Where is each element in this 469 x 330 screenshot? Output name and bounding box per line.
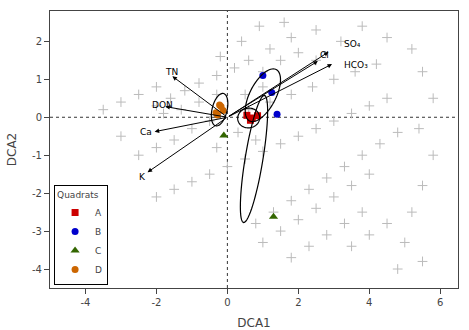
svg-text:DON: DON — [152, 100, 173, 110]
svg-text:SO₄: SO₄ — [344, 39, 361, 49]
svg-text:-2: -2 — [151, 297, 161, 308]
svg-text:A: A — [95, 208, 102, 218]
svg-text:-2: -2 — [32, 188, 42, 199]
svg-text:0: 0 — [36, 112, 42, 123]
svg-text:Cl: Cl — [320, 50, 329, 60]
svg-text:Ca: Ca — [140, 127, 152, 137]
svg-text:D: D — [95, 265, 102, 275]
svg-text:2: 2 — [36, 36, 42, 47]
svg-text:-3: -3 — [32, 226, 42, 237]
svg-text:6: 6 — [437, 297, 443, 308]
svg-text:-4: -4 — [32, 264, 42, 275]
svg-text:2: 2 — [295, 297, 301, 308]
svg-text:-4: -4 — [80, 297, 90, 308]
svg-text:K: K — [139, 172, 146, 182]
svg-text:DCA1: DCA1 — [237, 316, 270, 330]
svg-text:Quadrats: Quadrats — [57, 190, 99, 200]
svg-text:TN: TN — [165, 67, 178, 77]
svg-text:HCO₃: HCO₃ — [344, 60, 368, 70]
svg-text:-1: -1 — [32, 150, 42, 161]
svg-text:0: 0 — [224, 297, 230, 308]
svg-text:1: 1 — [36, 74, 42, 85]
svg-text:B: B — [95, 227, 101, 237]
svg-text:DCA2: DCA2 — [5, 133, 19, 166]
svg-text:4: 4 — [366, 297, 372, 308]
svg-text:C: C — [95, 246, 101, 256]
